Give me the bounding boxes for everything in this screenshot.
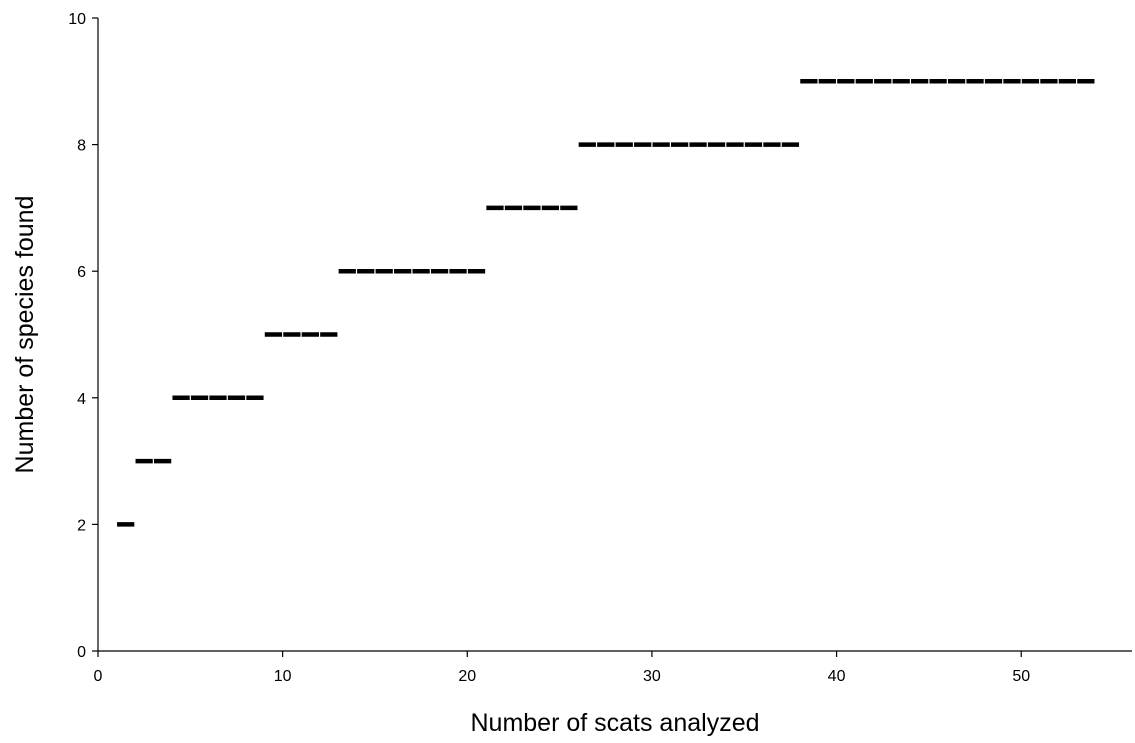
x-tick-label: 40: [828, 668, 846, 685]
y-tick-label: 0: [77, 644, 86, 661]
y-axis-title: Number of species found: [11, 196, 39, 474]
y-axis-ticks: 0 2 4 6 8 10: [68, 11, 98, 661]
y-tick-label: 6: [77, 264, 86, 281]
data-series: [117, 79, 1095, 527]
y-tick-label: 2: [77, 517, 86, 534]
x-tick-label: 50: [1012, 668, 1030, 685]
x-tick-label: 30: [643, 668, 661, 685]
x-axis-title: Number of scats analyzed: [470, 709, 759, 737]
x-axis-ticks: 0 10 20 30 40 50: [94, 651, 1030, 685]
y-tick-label: 8: [77, 138, 86, 155]
x-tick-label: 0: [94, 668, 103, 685]
y-tick-label: 4: [77, 391, 86, 408]
x-tick-label: 20: [458, 668, 476, 685]
y-tick-label: 10: [68, 11, 86, 28]
x-tick-label: 10: [274, 668, 292, 685]
